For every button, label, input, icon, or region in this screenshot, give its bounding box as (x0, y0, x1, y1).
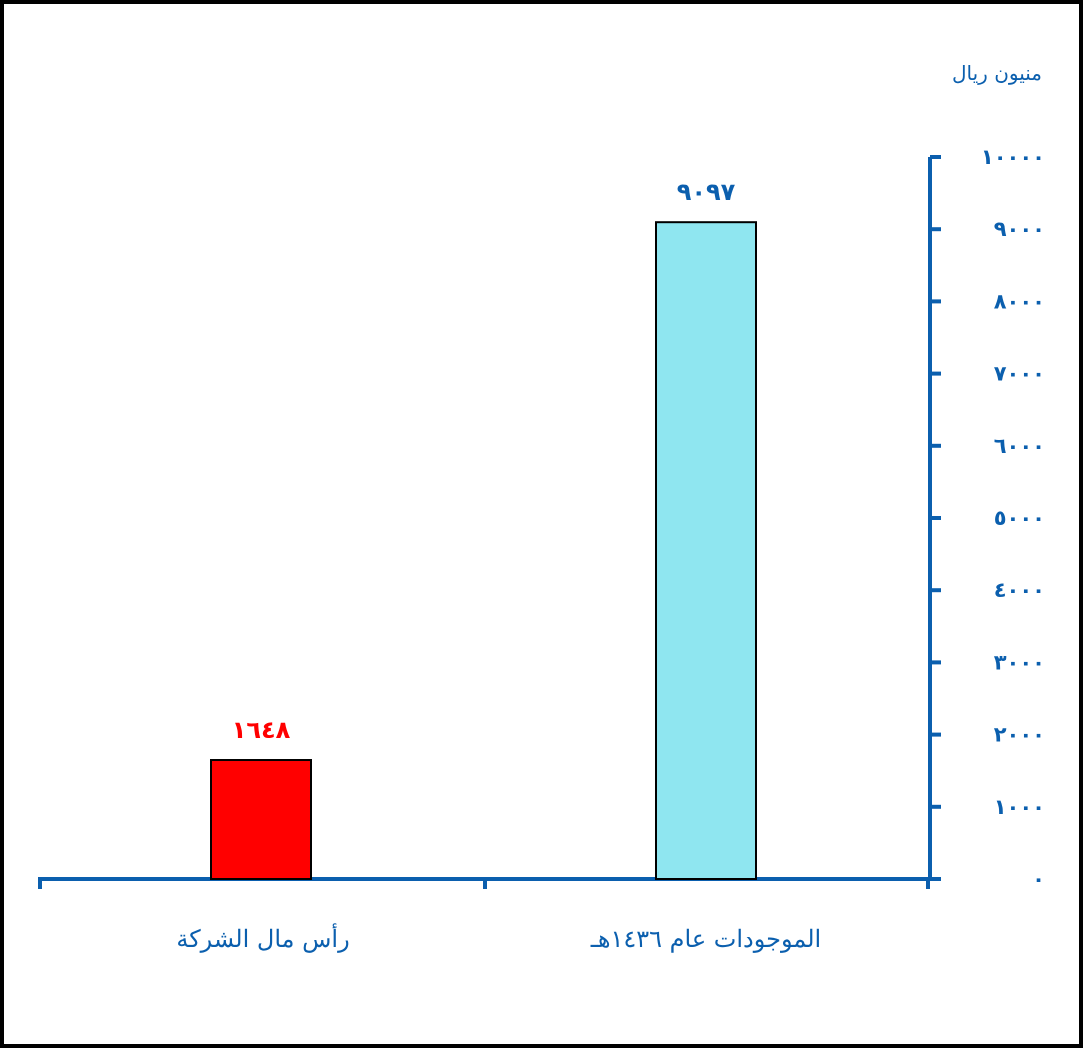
labels: ١٦٤٨ ٩٠٩٧ رأس مال الشركة الموجودات عام ١٤٣٦… (176, 178, 821, 953)
x-category-label: رأس مال الشركة (176, 922, 349, 953)
bar (210, 759, 312, 881)
axes (38, 157, 932, 889)
y-tick-label: ١٠٠٠٠ (981, 145, 1045, 169)
y-tick-label: ٤٠٠٠ (994, 578, 1045, 602)
y-tick-label: ٢٠٠٠ (994, 723, 1045, 747)
bars (210, 221, 757, 881)
y-tick-label: ٥٠٠٠ (994, 506, 1045, 530)
y-tick-label: ١٠٠٠ (994, 795, 1045, 819)
y-axis-ticks: ٠ ١٠٠٠ ٢٠٠٠ ٣٠٠٠ ٤٠٠٠ ٥٠٠٠ ٦٠٠٠ ٧٠٠٠ ٨٠٠٠ ٩٠٠٠ ١٠٠… (930, 145, 1045, 891)
y-tick-label: ٣٠٠٠ (994, 650, 1045, 674)
x-category-label: الموجودات عام ١٤٣٦هـ (590, 925, 821, 953)
y-tick-label: ٩٠٠٠ (994, 217, 1045, 241)
bar (655, 221, 757, 880)
y-tick-label: ٠ (1032, 867, 1045, 891)
y-tick-label: ٦٠٠٠ (994, 434, 1045, 458)
y-axis-unit-label: منيون ريال (952, 61, 1042, 85)
bar-value-label: ١٦٤٨ (232, 716, 291, 744)
y-tick-label: ٧٠٠٠ (994, 362, 1045, 386)
bar-value-label: ٩٠٩٧ (677, 178, 736, 206)
y-tick-label: ٨٠٠٠ (994, 289, 1045, 313)
